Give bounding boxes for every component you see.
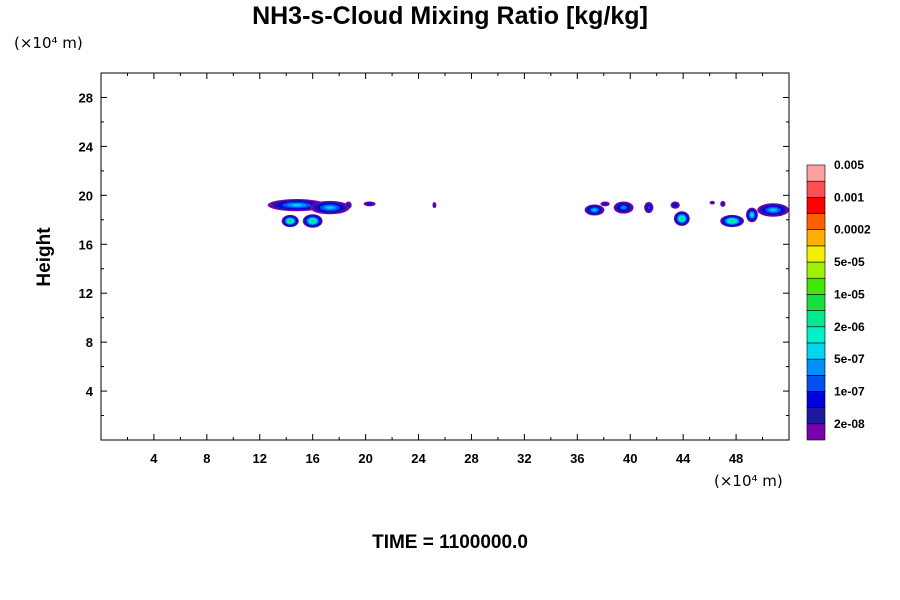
colorbar-swatch [806, 245, 826, 263]
y-tick-label: 4 [86, 384, 94, 399]
x-tick-label: 36 [570, 451, 584, 466]
contour-level [311, 220, 314, 222]
colorbar-swatch [806, 261, 826, 279]
colorbar-label: 0.005 [834, 158, 864, 172]
cloud-region [281, 214, 299, 228]
y-tick-label: 20 [79, 188, 93, 203]
contour-level [346, 203, 351, 207]
plot-frame [100, 72, 790, 441]
colorbar-swatch [806, 197, 826, 214]
colorbar-swatch [806, 358, 826, 376]
colorbar-swatch [806, 213, 826, 231]
cloud-region [720, 200, 726, 207]
contour-level [680, 217, 683, 220]
contour-level [592, 209, 597, 211]
time-label: TIME = 1100000.0 [372, 532, 528, 553]
cloud-region [432, 202, 437, 209]
x-tick-label: 4 [150, 451, 158, 466]
colorbar-swatch [806, 310, 826, 328]
contour-level [710, 201, 714, 204]
contour-level [291, 204, 302, 207]
cloud-region [746, 207, 758, 223]
cloud-region [673, 211, 690, 226]
contour-level [433, 203, 436, 207]
contour-level [673, 203, 677, 207]
contour-level [751, 213, 753, 216]
colorbar-label: 2e-08 [834, 417, 865, 431]
contour-level [647, 206, 650, 209]
colorbar-label: 0.001 [834, 190, 864, 204]
colorbar-swatch [806, 277, 826, 295]
colorbar-swatch [806, 423, 826, 441]
cloud-regions [267, 199, 789, 228]
cloud-region [345, 201, 352, 209]
colorbar-label: 5e-07 [834, 352, 865, 366]
x-tick-label: 16 [305, 451, 319, 466]
y-tick-label: 16 [79, 237, 93, 252]
contour-level [289, 220, 292, 222]
x-tick-label: 40 [623, 451, 637, 466]
x-tick-label: 28 [464, 451, 478, 466]
colorbar-swatch [806, 391, 826, 408]
y-tick-label: 8 [86, 335, 93, 350]
cloud-region [267, 199, 326, 212]
cloud-region [600, 201, 610, 207]
y-tick-label: 12 [79, 286, 93, 301]
colorbar-swatch [806, 326, 826, 344]
x-tick-label: 32 [517, 451, 531, 466]
x-tick-label: 12 [253, 451, 267, 466]
cloud-region [302, 214, 323, 228]
cloud-region [613, 201, 634, 214]
cloud-region [670, 201, 680, 209]
y-axis-unit: (×10⁴ m) [14, 34, 83, 52]
x-tick-label: 24 [411, 451, 426, 466]
contour-level [721, 202, 725, 206]
contour-level [367, 203, 372, 205]
y-tick-label: 28 [79, 90, 93, 105]
x-axis-unit: (×10⁴ m) [714, 472, 783, 490]
colorbar-swatch [806, 164, 826, 182]
y-tick-label: 24 [79, 139, 94, 154]
cloud-region [644, 202, 654, 214]
cloud-region [363, 201, 376, 207]
cloud-region [757, 203, 789, 217]
x-tick-label: 44 [676, 451, 691, 466]
contour-level [602, 202, 608, 206]
colorbar-swatch [806, 294, 826, 311]
colorbar: 2e-08 1e-07 5e-07 2e-06 1e-05 5e-05 0.0002 0.00… [806, 158, 871, 441]
contour-level [770, 208, 776, 212]
colorbar-swatch [806, 374, 826, 392]
colorbar-swatch [806, 342, 826, 360]
cloud-region [584, 204, 605, 216]
y-axis-label: Height [34, 227, 55, 287]
contour-level [730, 220, 734, 222]
cloud-region [720, 214, 745, 228]
colorbar-label: 0.0002 [834, 223, 871, 237]
colorbar-swatch [806, 180, 826, 198]
colorbar-label: 5e-05 [834, 255, 865, 269]
contour-level [326, 206, 334, 209]
chart-title: NH3-s-Cloud Mixing Ratio [kg/kg] [252, 2, 648, 30]
colorbar-swatch [806, 229, 826, 247]
colorbar-swatch [806, 407, 826, 425]
colorbar-label: 1e-07 [834, 384, 865, 398]
cloud-region [709, 200, 715, 205]
contour-level [621, 206, 626, 209]
x-tick-label: 8 [203, 451, 210, 466]
colorbar-label: 2e-06 [834, 320, 865, 334]
cloud-region [310, 200, 350, 215]
x-tick-label: 48 [729, 451, 743, 466]
x-tick-label: 20 [358, 451, 372, 466]
colorbar-label: 1e-05 [834, 287, 865, 301]
